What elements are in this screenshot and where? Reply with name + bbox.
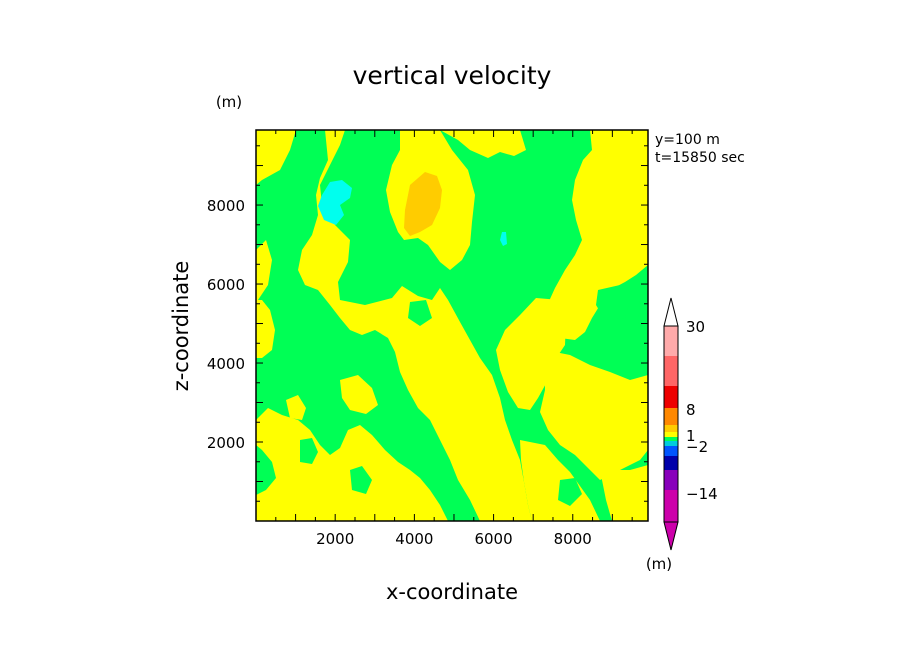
annotation-t: t=15850 sec <box>655 150 745 166</box>
orange-updraft-region <box>404 172 442 236</box>
colorbar-segment <box>664 446 678 456</box>
x-tick-label: 4000 <box>395 530 433 548</box>
contour-region <box>600 465 648 521</box>
y-tick-label: 2000 <box>207 434 245 452</box>
colorbar-segment <box>664 437 678 441</box>
contour-region <box>350 466 372 494</box>
plot-frame <box>255 129 649 522</box>
colorbar-extend-bottom <box>663 521 679 551</box>
annotation-y: y=100 m <box>655 132 720 148</box>
contour-region <box>286 395 306 420</box>
colorbar-segment <box>664 490 678 522</box>
x-tick-label: 2000 <box>316 530 354 548</box>
colorbar-label: 8 <box>686 401 696 419</box>
colorbar-segment <box>664 326 678 356</box>
contour-region <box>440 130 526 158</box>
contour-region <box>256 130 296 185</box>
colorbar-label: −2 <box>686 438 708 456</box>
x-tick-label: 8000 <box>554 530 592 548</box>
contour-region <box>540 350 648 480</box>
colorbar-segment <box>664 432 678 437</box>
y-units-label: (m) <box>216 93 242 111</box>
colorbar-label: 1 <box>686 427 696 445</box>
contour-region <box>545 130 648 340</box>
colorbar-segment <box>664 425 678 432</box>
colorbar-segment <box>664 441 678 446</box>
contour-region <box>558 478 582 506</box>
colorbar-segment <box>664 356 678 386</box>
colorbar: 30 8 1−2 −14 <box>663 297 718 551</box>
contour-region <box>298 130 532 521</box>
colorbar-segment <box>664 408 678 425</box>
x-axis-label: x-coordinate <box>386 580 518 604</box>
y-tick-label: 4000 <box>207 355 245 373</box>
contour-region <box>408 300 432 326</box>
contour-region <box>256 300 275 358</box>
chart-title: vertical velocity <box>353 61 552 90</box>
colorbar-segment <box>664 386 678 408</box>
cyan-downdraft-region-small <box>500 232 507 246</box>
contour-region <box>256 240 272 300</box>
colorbar-label: −14 <box>686 485 718 503</box>
contour-region <box>340 375 378 414</box>
cyan-downdraft-region <box>318 180 352 225</box>
colorbar-segment <box>664 456 678 470</box>
colorbar-extend-top <box>663 297 679 327</box>
contour-region <box>496 298 566 410</box>
contour-field <box>256 130 648 521</box>
contour-region <box>638 298 648 330</box>
contour-region <box>300 438 318 464</box>
contour-region <box>596 285 630 320</box>
colorbar-units-label: (m) <box>646 555 672 573</box>
y-tick-label: 6000 <box>207 276 245 294</box>
y-axis-label: z-coordinate <box>169 261 193 392</box>
x-tick-label: 6000 <box>474 530 512 548</box>
y-tick-label: 8000 <box>207 197 245 215</box>
colorbar-label: 30 <box>686 318 705 336</box>
colorbar-frame <box>663 325 679 523</box>
colorbar-segment <box>664 470 678 490</box>
contour-region <box>256 408 448 521</box>
